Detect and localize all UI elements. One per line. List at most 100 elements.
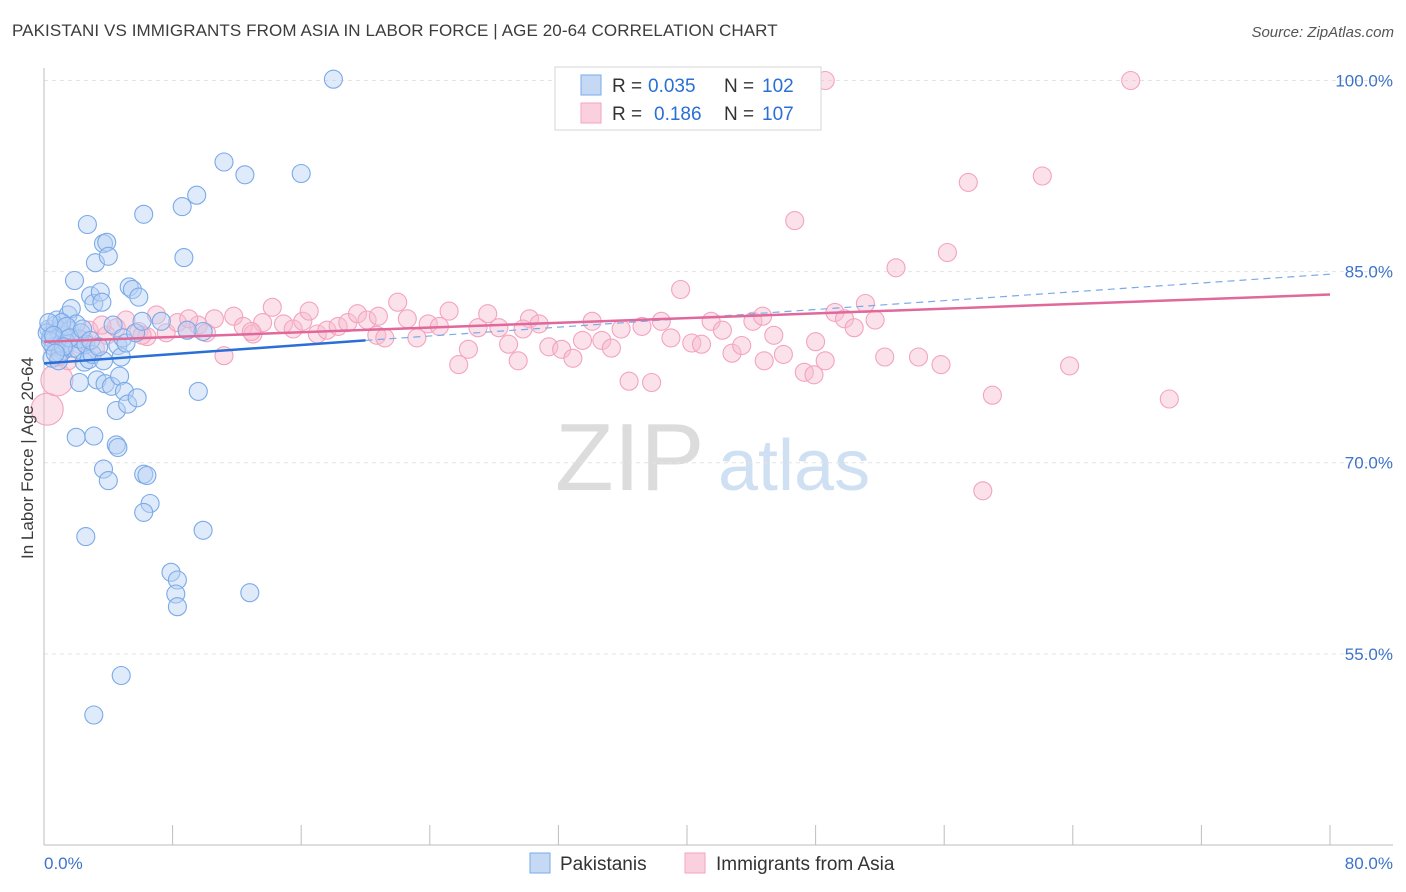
data-point xyxy=(151,311,171,331)
data-point xyxy=(84,426,104,446)
data-point xyxy=(129,287,149,307)
data-point xyxy=(489,318,509,338)
bottom-legend-swatch-pakistanis xyxy=(529,852,551,874)
data-point xyxy=(375,328,395,348)
data-point xyxy=(785,211,805,231)
data-point xyxy=(103,315,123,335)
legend-n-label-1: N = xyxy=(724,76,754,97)
data-point xyxy=(478,304,498,324)
data-point xyxy=(875,347,895,367)
y-tick-label: 100.0% xyxy=(1335,71,1393,90)
y-tick-label: 85.0% xyxy=(1345,263,1393,282)
data-point xyxy=(592,330,612,350)
data-point xyxy=(167,597,187,617)
data-point xyxy=(167,570,187,590)
y-tick-labels: 55.0% 70.0% 85.0% 100.0% xyxy=(1335,71,1393,663)
data-point xyxy=(187,185,207,205)
data-point xyxy=(40,363,74,397)
data-point xyxy=(98,471,118,491)
correlation-legend: R = 0.035 N = 102 R = 0.186 N = 107 xyxy=(554,66,822,131)
data-point xyxy=(299,301,319,321)
data-point xyxy=(458,339,478,359)
y-tick-label: 55.0% xyxy=(1345,645,1393,664)
data-point xyxy=(732,335,752,356)
data-point xyxy=(388,292,408,312)
data-point xyxy=(1032,166,1052,186)
trend-line-immigrants xyxy=(43,293,1331,343)
data-point xyxy=(347,304,368,324)
legend-r-label-1: R = xyxy=(612,76,642,97)
data-point xyxy=(973,481,993,501)
legend-swatch-pakistanis xyxy=(580,74,602,96)
data-point xyxy=(291,163,311,184)
data-point xyxy=(865,310,885,330)
data-point xyxy=(92,292,112,312)
data-point xyxy=(682,333,702,353)
data-point xyxy=(137,465,157,486)
data-point xyxy=(886,258,906,278)
data-point xyxy=(81,286,101,306)
data-point xyxy=(161,562,181,582)
data-point xyxy=(106,400,126,421)
watermark-atlas: atlas xyxy=(718,426,870,506)
trend-line-pakistanis xyxy=(43,339,366,365)
data-point xyxy=(127,388,147,408)
data-point xyxy=(240,583,260,603)
data-point xyxy=(69,372,89,393)
data-point xyxy=(844,318,864,338)
data-point xyxy=(671,279,691,300)
data-point xyxy=(64,270,85,291)
data-point xyxy=(84,293,104,314)
data-point xyxy=(1060,356,1080,376)
data-point xyxy=(619,371,639,391)
data-point xyxy=(77,214,97,235)
data-point xyxy=(773,344,793,364)
data-point xyxy=(712,320,732,340)
data-point xyxy=(651,311,671,331)
data-point xyxy=(93,459,114,479)
bottom-legend-swatch-immigrants xyxy=(684,852,706,874)
data-point xyxy=(134,204,154,224)
data-point xyxy=(204,309,224,329)
data-point xyxy=(193,520,213,540)
data-point xyxy=(172,197,192,217)
y-axis-label: In Labor Force | Age 20-64 xyxy=(18,357,37,559)
data-point xyxy=(93,234,114,254)
series-pakistanis-points xyxy=(37,69,343,725)
data-point xyxy=(931,355,951,375)
data-point xyxy=(73,319,93,339)
trend-lines xyxy=(43,273,1331,365)
trend-line-pakistanis-extension xyxy=(365,273,1331,342)
series-legend: Pakistanis Immigrants from Asia xyxy=(529,852,895,875)
legend-r-value-1: 0.035 xyxy=(648,76,696,97)
data-point xyxy=(235,165,255,185)
data-point xyxy=(722,343,742,363)
data-point xyxy=(111,665,131,686)
data-point xyxy=(84,705,104,725)
data-point xyxy=(293,311,313,331)
data-point xyxy=(855,293,875,314)
data-point xyxy=(118,394,138,414)
data-point xyxy=(45,343,65,363)
data-point xyxy=(397,309,417,329)
legend-n-label-2: N = xyxy=(724,104,754,125)
data-point xyxy=(691,334,712,354)
data-point xyxy=(468,318,488,338)
data-point xyxy=(368,306,388,326)
data-point xyxy=(224,306,244,326)
legend-swatch-immigrants xyxy=(580,102,602,124)
data-point xyxy=(323,69,343,89)
data-point xyxy=(908,347,929,367)
data-point xyxy=(764,325,784,345)
data-point xyxy=(174,248,194,268)
data-point xyxy=(188,381,208,401)
legend-n-value-1: 102 xyxy=(762,76,794,97)
data-point xyxy=(937,242,957,263)
legend-r-label-2: R = xyxy=(612,104,642,125)
watermark-zip: ZIP xyxy=(555,404,704,511)
data-point xyxy=(601,338,621,358)
data-point xyxy=(982,385,1002,405)
bottom-legend-label-immigrants: Immigrants from Asia xyxy=(716,854,895,875)
data-point xyxy=(508,351,528,371)
